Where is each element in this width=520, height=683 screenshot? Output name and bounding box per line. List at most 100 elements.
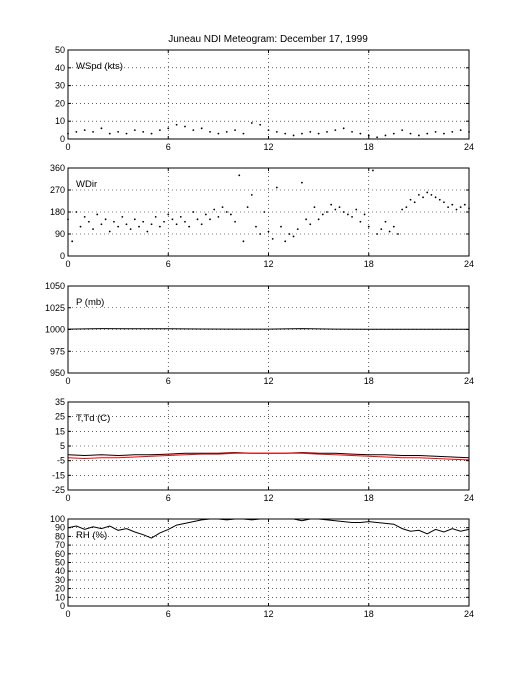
data-point [158,225,161,228]
data-point [443,201,445,204]
y-tick-label: -15 [52,470,65,480]
panel-label-wdir: WDir [76,179,97,190]
x-tick-label: 0 [65,376,70,386]
data-point [451,130,454,133]
data-point [280,225,282,228]
data-point [75,130,78,133]
y-tick-label: 5 [60,441,65,451]
data-point [171,218,174,221]
x-tick-label: 18 [364,142,374,152]
data-point [317,218,320,221]
data-point [434,196,437,199]
x-tick-label: 24 [464,493,474,503]
data-point [192,129,195,132]
data-point [146,230,149,233]
y-tick-label: 0 [60,134,65,144]
data-point [326,130,328,133]
series-line-temp-1 [67,452,470,461]
y-tick-label: 20 [55,98,65,108]
data-point [367,134,370,137]
data-point [158,129,161,132]
y-tick-label: 0 [60,251,65,261]
data-point [234,220,236,223]
data-point [200,223,203,226]
data-point [225,130,228,133]
data-point [409,198,412,201]
data-point [301,181,303,184]
data-point [334,208,337,211]
data-point [401,129,404,132]
panel-wdir: 0 6 12 18 24 0 90 180 270 360 WDir [50,163,474,269]
y-tick-label: 90 [55,523,65,533]
y-tick-label: -5 [57,456,65,466]
y-tick-label: 950 [50,368,65,378]
data-point [275,186,278,189]
y-tick-label: 90 [55,229,65,239]
data-point [167,127,170,130]
data-point [250,122,253,124]
data-point [413,201,416,204]
data-point [359,220,362,223]
data-point [451,203,454,206]
data-point [263,211,266,213]
data-point [359,132,362,135]
data-point [392,132,395,135]
data-point [313,206,316,209]
data-point [238,174,241,177]
y-tick-label: 80 [55,531,65,541]
x-tick-label: 0 [65,142,70,152]
data-point [397,233,399,235]
data-point [426,191,429,194]
x-tick-label: 12 [263,493,273,503]
x-tick-label: 6 [166,376,171,386]
y-tick-label: 1025 [45,303,65,313]
y-tick-label: 30 [55,81,65,91]
data-point [434,130,437,133]
data-point [121,215,124,218]
x-tick-label: 0 [65,609,70,619]
y-tick-label: 50 [55,558,65,568]
data-point [142,220,145,223]
data-point [83,129,86,132]
y-tick-label: 70 [55,540,65,550]
panel-pres: 0 6 12 18 24 950 975 1000 1025 1050 P (mb) [45,281,474,386]
data-point [209,130,211,133]
data-point [401,208,404,211]
data-point [167,213,170,216]
x-tick-label: 24 [464,609,474,619]
data-point [150,132,153,135]
data-point [330,203,333,206]
series-wspd-0 [67,122,470,139]
data-point [125,132,128,135]
data-point [309,223,312,226]
data-point [200,127,203,130]
data-point [346,213,349,216]
data-point [100,127,103,130]
data-point [284,240,287,243]
data-point [363,213,366,216]
data-point [443,132,445,135]
data-point [355,208,358,211]
data-point [309,130,312,133]
data-point [367,225,370,228]
y-tick-label: 270 [50,185,65,195]
data-point [138,225,140,228]
data-point [117,225,120,228]
data-point [376,233,379,235]
data-point [288,233,291,235]
y-tick-label: 180 [50,207,65,217]
data-point [250,193,253,196]
x-tick-label: 12 [263,142,273,152]
data-point [133,218,136,221]
data-point [438,198,441,201]
data-point [417,134,420,137]
data-point [422,196,424,199]
y-tick-label: 0 [60,601,65,611]
y-tick-label: 30 [55,575,65,585]
data-point [405,206,408,209]
data-point [384,220,387,223]
y-tick-label: 1050 [45,281,65,291]
data-point [100,223,103,226]
